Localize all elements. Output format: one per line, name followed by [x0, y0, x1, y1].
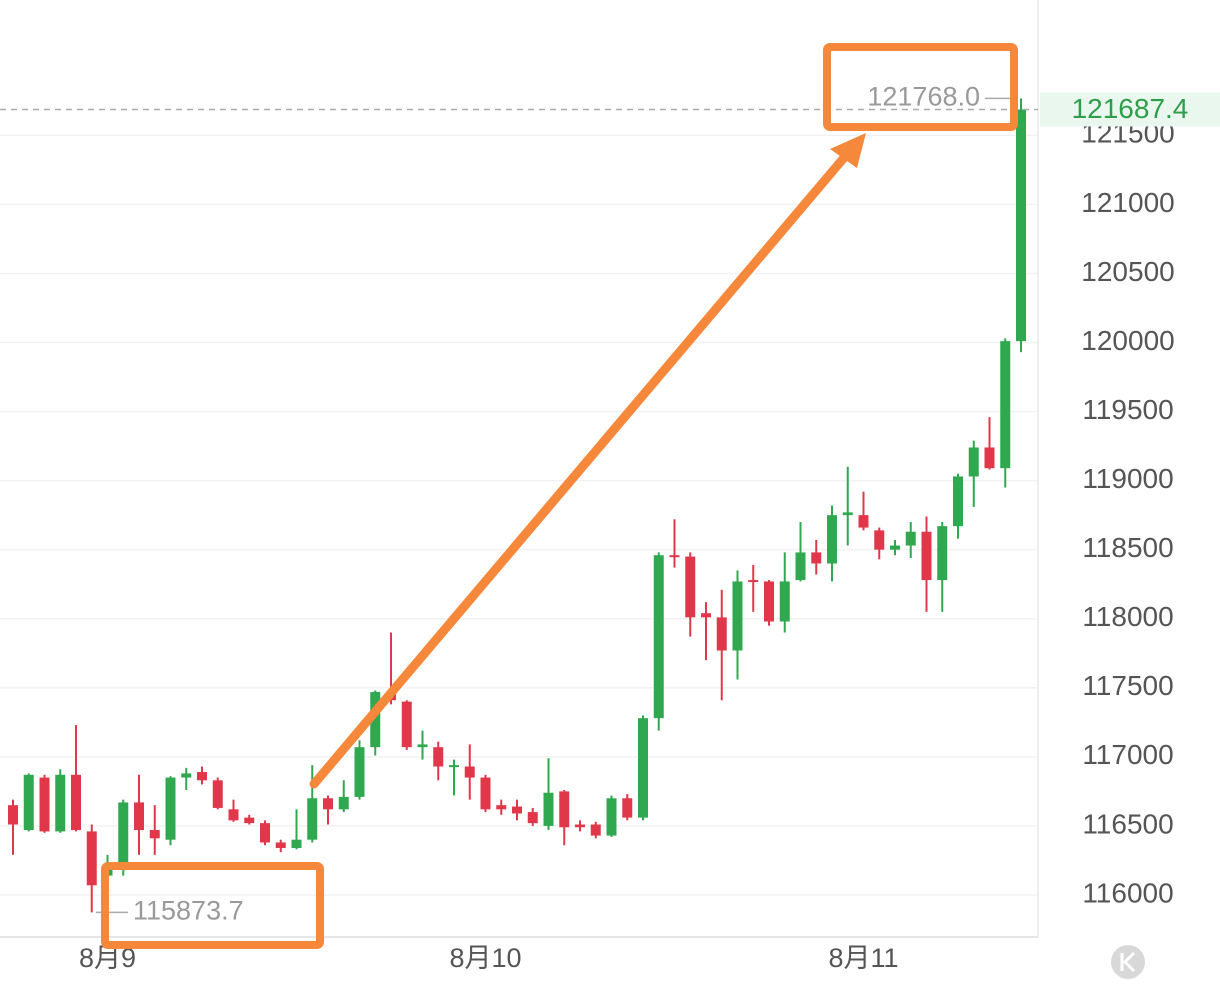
candle-body [779, 581, 790, 622]
y-tick-label: 119500 [1082, 394, 1173, 425]
candle-body [244, 817, 255, 824]
x-tick-label: 8月11 [828, 943, 898, 973]
candle-body [449, 765, 459, 768]
candle-body [953, 476, 963, 527]
highlight-box [823, 43, 1018, 131]
candle-body [842, 512, 853, 516]
extreme-label: 115873.7 [133, 896, 244, 926]
scroll-button[interactable] [1111, 945, 1145, 979]
candle-body [291, 839, 302, 848]
candle-body [165, 777, 176, 840]
candle-body [307, 798, 318, 840]
candle-body [433, 747, 444, 767]
y-tick-label: 117000 [1082, 739, 1173, 770]
candle-body [590, 824, 601, 836]
candle-body [496, 805, 507, 810]
candle-body [543, 792, 554, 826]
extreme-label: 121768.0 [867, 81, 980, 111]
candle-body [874, 530, 885, 550]
y-tick-label: 116000 [1082, 877, 1173, 908]
candle-body [401, 701, 412, 748]
candle-body [669, 555, 680, 558]
candle-body [212, 780, 223, 808]
arrow-shaft [309, 148, 853, 789]
candle-body [71, 774, 81, 831]
candle-body [622, 798, 633, 818]
candle-body [905, 531, 916, 546]
y-tick-label: 121000 [1081, 187, 1174, 218]
candle-body [228, 809, 239, 821]
candle-body [984, 447, 995, 469]
candle-body [338, 796, 349, 810]
candle-body [417, 744, 428, 748]
last-price-label: 121687.4 [1072, 93, 1189, 124]
last-price-box [1040, 92, 1220, 127]
candle-body [354, 747, 365, 797]
candle-body [701, 613, 711, 618]
candle-body [575, 824, 585, 828]
y-tick-label: 120000 [1081, 325, 1174, 356]
grid [0, 134, 1038, 896]
candle-body [197, 772, 207, 781]
candle-body [23, 774, 34, 831]
candle-body [858, 515, 869, 528]
candle-body [748, 580, 759, 583]
y-tick-label: 120500 [1081, 256, 1174, 287]
candle-body [716, 617, 727, 651]
y-tick-label: 118500 [1082, 532, 1173, 563]
candle-body [134, 802, 144, 831]
candle-body [685, 556, 696, 618]
button-circle[interactable] [1111, 945, 1145, 979]
candle-body [795, 552, 806, 581]
candle-body [968, 447, 979, 477]
candle-body [527, 812, 538, 824]
candle-body [55, 774, 66, 832]
candle-body [937, 526, 948, 581]
candle-body [260, 823, 270, 843]
candle-body [638, 718, 648, 818]
y-tick-label: 117500 [1082, 670, 1173, 701]
candle-body [149, 830, 160, 839]
candle-body [480, 777, 491, 810]
candle-body [512, 806, 522, 814]
y-tick-label: 116500 [1082, 808, 1173, 839]
candle-body [181, 773, 192, 778]
candle-body [559, 791, 570, 828]
y-tick-label: 119000 [1082, 463, 1173, 494]
x-tick-label: 8月10 [449, 943, 521, 973]
candle-body [606, 798, 617, 836]
candle-body [370, 691, 381, 748]
candle-body [464, 766, 475, 778]
candle-body [8, 805, 18, 825]
arrow-head [830, 133, 866, 168]
candle-body [890, 545, 900, 550]
candles [8, 98, 1026, 913]
button-icon [1120, 951, 1136, 973]
highlight-annotations [101, 43, 1018, 949]
candle-body [118, 802, 129, 871]
highlight-box [101, 862, 324, 949]
candle-body [921, 531, 932, 581]
candle-body [1000, 341, 1011, 469]
candle-body [1016, 109, 1026, 342]
candle-body [827, 515, 837, 564]
candle-body [39, 777, 50, 832]
candle-body [732, 581, 743, 651]
candle-body [86, 831, 97, 886]
candle-body [764, 581, 774, 622]
candle-body [275, 842, 286, 848]
candle-body [323, 798, 333, 810]
candle-body [811, 552, 822, 564]
y-tick-label: 118000 [1082, 601, 1173, 632]
candle-body [653, 555, 664, 719]
